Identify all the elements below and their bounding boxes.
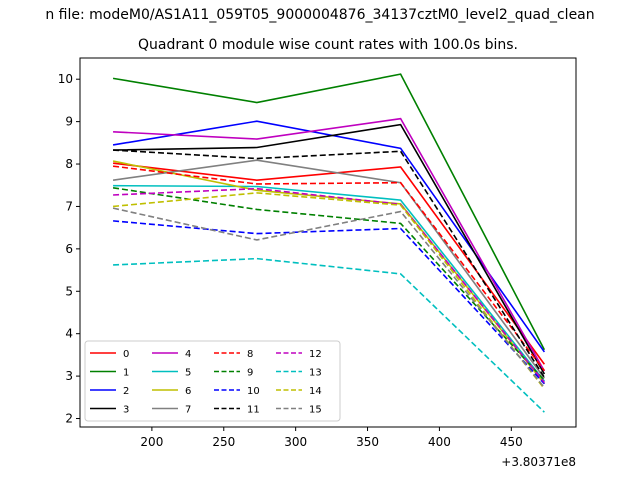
legend-label: 14 [309, 386, 322, 397]
legend-label: 0 [123, 349, 129, 360]
legend-label: 5 [185, 368, 191, 379]
legend-label: 12 [309, 349, 322, 360]
x-axis-offset-label: +3.80371e8 [501, 455, 576, 469]
legend-label: 8 [247, 349, 253, 360]
legend-label: 4 [185, 349, 191, 360]
y-tick-label: 7 [65, 199, 73, 213]
series-line-0 [112, 162, 546, 365]
series-line-11 [113, 149, 546, 378]
x-tick-label: 200 [140, 435, 163, 449]
y-tick-label: 9 [65, 115, 73, 129]
series-line-14 [112, 192, 546, 390]
legend-label: 7 [185, 405, 191, 416]
y-tick-label: 2 [65, 412, 73, 426]
y-axis: 2 3 4 5 6 7 8 9 10 [58, 72, 80, 426]
x-tick-label: 350 [356, 435, 379, 449]
y-tick-label: 8 [65, 157, 73, 171]
x-tick-label: 250 [212, 435, 235, 449]
legend-label: 2 [123, 386, 129, 397]
x-axis: 200 250 300 350 400 450 [140, 427, 523, 449]
legend-label: 3 [123, 405, 129, 416]
y-tick-label: 6 [65, 242, 73, 256]
legend-label: 1 [123, 368, 129, 379]
series-line-13 [113, 257, 545, 413]
legend-label: 10 [247, 386, 260, 397]
series-line-10 [112, 220, 545, 385]
figure-suptitle: n file: modeM0/AS1A11_059T05_9000004876_… [45, 7, 594, 23]
y-tick-label: 4 [65, 327, 73, 341]
series-line-15 [112, 207, 545, 389]
legend-box [84, 340, 341, 422]
series-line-4 [113, 117, 546, 372]
series-line-1 [112, 73, 546, 351]
legend-label: 11 [247, 405, 260, 416]
y-tick-label: 10 [58, 72, 73, 86]
legend-label: 15 [309, 405, 322, 416]
legend-label: 6 [185, 386, 191, 397]
y-tick-label: 5 [65, 284, 73, 298]
series-line-7 [112, 159, 546, 379]
legend-label: 9 [247, 368, 253, 379]
y-tick-label: 3 [65, 369, 73, 383]
series-line-5 [113, 184, 545, 382]
x-tick-label: 450 [500, 435, 523, 449]
series-line-9 [112, 186, 545, 381]
series-lines [112, 73, 546, 413]
x-tick-label: 400 [428, 435, 451, 449]
series-line-3 [113, 123, 546, 375]
chart-title: Quadrant 0 module wise count rates with … [138, 37, 518, 53]
series-line-12 [113, 187, 545, 383]
series-line-8 [112, 165, 546, 372]
x-tick-label: 300 [284, 435, 307, 449]
legend-label: 13 [309, 368, 322, 379]
